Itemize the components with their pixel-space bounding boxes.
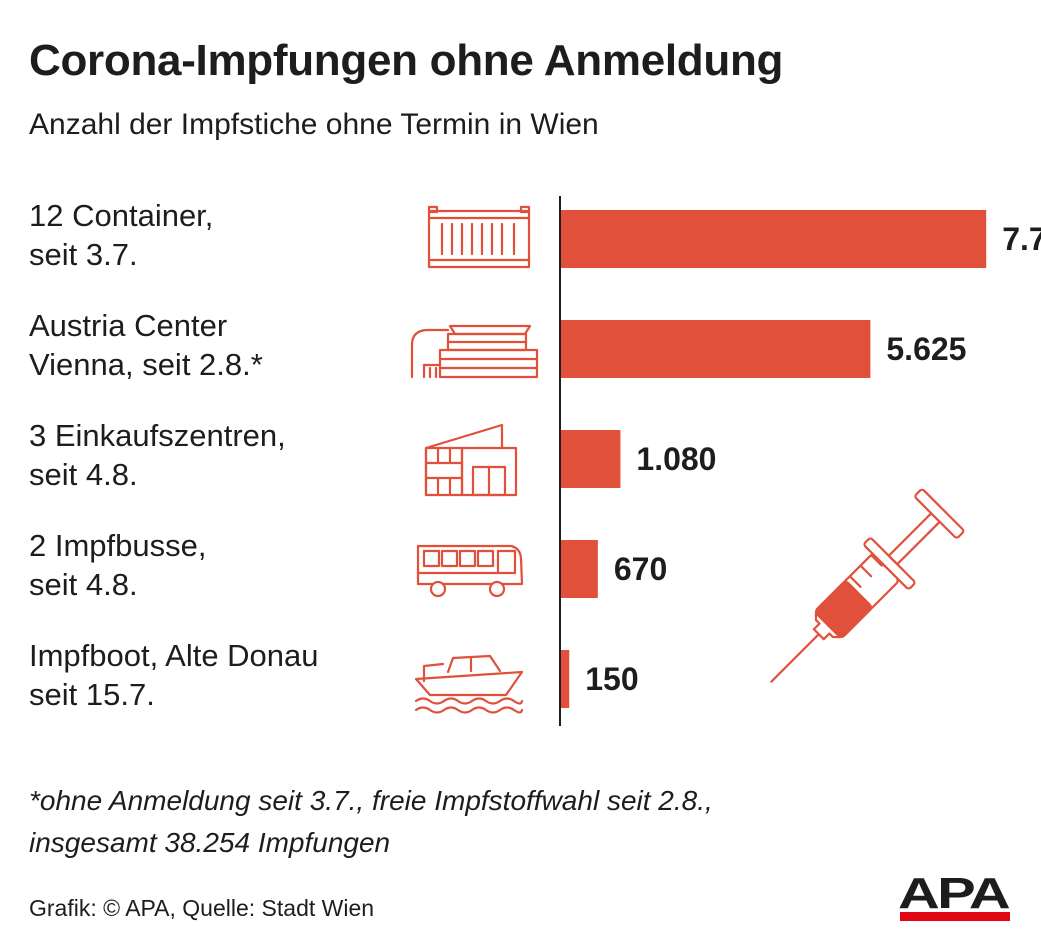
category-label: seit 4.8. <box>29 457 138 492</box>
bar <box>561 650 570 708</box>
category-label: Impfboot, Alte Donau <box>29 638 319 673</box>
category-label: Vienna, seit 2.8.* <box>29 347 263 382</box>
bar <box>561 430 621 488</box>
category-labels: 12 Container, seit 3.7. Austria Center Vien… <box>29 198 319 712</box>
bar <box>561 320 871 378</box>
bar <box>561 210 987 268</box>
value-label: 1.080 <box>636 441 716 477</box>
category-label: 3 Einkaufszentren, <box>29 418 286 453</box>
bus-icon <box>416 544 524 598</box>
category-label: 2 Impfbusse, <box>29 528 206 563</box>
value-label: 150 <box>585 661 638 697</box>
source-credit: Grafik: © APA, Quelle: Stadt Wien <box>29 895 375 921</box>
value-label: 670 <box>614 551 667 587</box>
svg-text:APA: APA <box>898 871 1010 918</box>
bar-chart: 12 Container, seit 3.7. Austria Center Vien… <box>29 196 1041 726</box>
shopping-center-icon <box>424 423 518 497</box>
category-label: seit 15.7. <box>29 677 155 712</box>
container-icon <box>427 205 531 269</box>
syringe-icon <box>770 488 965 683</box>
boat-icon <box>414 654 524 714</box>
value-label: 7.731 <box>1002 221 1041 257</box>
category-label: seit 4.8. <box>29 567 138 602</box>
bar <box>561 540 598 598</box>
chart-title: Corona-Impfungen ohne Anmeldung <box>29 36 784 85</box>
footnote-line: *ohne Anmeldung seit 3.7., freie Impfsto… <box>29 785 713 816</box>
category-label: seit 3.7. <box>29 237 138 272</box>
value-label: 5.625 <box>886 331 966 367</box>
category-label: 12 Container, <box>29 198 213 233</box>
chart-subtitle: Anzahl der Impfstiche ohne Termin in Wie… <box>29 108 599 141</box>
footnote-line: insgesamt 38.254 Impfungen <box>29 827 391 858</box>
category-icons <box>410 205 965 714</box>
category-label: Austria Center <box>29 308 227 343</box>
footnote: *ohne Anmeldung seit 3.7., freie Impfsto… <box>29 780 989 864</box>
bars <box>561 210 987 708</box>
austria-center-icon <box>410 324 539 379</box>
value-labels: 7.731 5.625 1.080 670 150 <box>585 221 1041 697</box>
apa-logo: APA <box>898 871 1012 921</box>
